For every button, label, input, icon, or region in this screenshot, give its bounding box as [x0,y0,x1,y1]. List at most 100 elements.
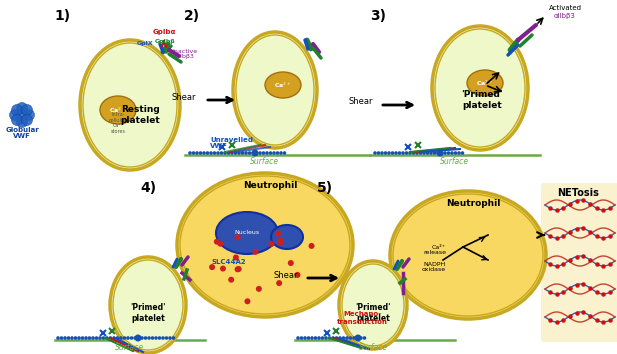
Text: NADPH
oxidase: NADPH oxidase [422,262,446,272]
Text: Ca$^{2+}$: Ca$^{2+}$ [476,78,494,88]
Circle shape [230,151,234,155]
Text: 'Primed'
platelet: 'Primed' platelet [355,303,391,323]
Circle shape [234,234,241,240]
Circle shape [252,249,259,255]
Text: Surface: Surface [360,343,389,352]
Circle shape [247,151,251,155]
Circle shape [387,151,391,155]
Text: 5): 5) [317,181,333,195]
Circle shape [91,336,95,340]
Text: Unravelled
VWF: Unravelled VWF [210,137,253,149]
Circle shape [317,336,321,340]
Circle shape [67,336,70,340]
Circle shape [384,151,387,155]
Circle shape [415,151,419,155]
Text: NETosis: NETosis [557,188,599,198]
Circle shape [137,336,140,340]
Text: Ca²⁺
release: Ca²⁺ release [423,245,446,255]
Circle shape [276,280,282,286]
Circle shape [17,116,28,127]
Circle shape [213,151,217,155]
Circle shape [17,103,28,114]
Circle shape [426,151,429,155]
Circle shape [158,336,161,340]
Circle shape [102,336,106,340]
Circle shape [237,151,241,155]
Circle shape [9,109,20,120]
Text: Surface: Surface [441,158,470,166]
Ellipse shape [271,225,303,249]
Circle shape [288,260,294,266]
Circle shape [77,336,81,340]
Text: Mechano-
transduction: Mechano- transduction [336,312,387,325]
Text: 2): 2) [184,9,200,23]
Circle shape [359,336,363,340]
Circle shape [265,151,269,155]
Circle shape [168,336,172,340]
Text: SLC44A2: SLC44A2 [212,259,247,265]
Text: 'Primed'
platelet: 'Primed' platelet [130,303,166,323]
Circle shape [234,151,238,155]
Text: Activated: Activated [549,5,581,11]
Circle shape [217,241,223,247]
Circle shape [133,336,137,340]
Circle shape [73,336,77,340]
Text: Nucleus: Nucleus [234,230,260,235]
Circle shape [408,151,412,155]
Circle shape [334,336,338,340]
FancyBboxPatch shape [541,183,617,342]
Ellipse shape [110,257,186,353]
Circle shape [220,151,223,155]
Circle shape [192,151,196,155]
Ellipse shape [80,40,180,170]
Ellipse shape [432,26,528,150]
Circle shape [94,336,98,340]
Circle shape [144,336,147,340]
Ellipse shape [339,261,407,349]
Circle shape [119,336,123,340]
Circle shape [436,149,444,156]
Circle shape [188,151,192,155]
Text: 'Primed'
platelet: 'Primed' platelet [461,90,503,110]
Circle shape [106,336,109,340]
Circle shape [154,336,158,340]
Circle shape [283,151,286,155]
Circle shape [373,151,377,155]
Text: 4): 4) [140,181,156,195]
Circle shape [199,151,202,155]
Circle shape [17,109,28,120]
Circle shape [255,151,259,155]
Circle shape [126,336,130,340]
Circle shape [233,255,239,261]
Circle shape [277,240,283,246]
Circle shape [310,336,314,340]
Circle shape [241,151,244,155]
Text: Neutrophil: Neutrophil [243,181,297,189]
Text: GpIbα: GpIbα [152,29,176,35]
Circle shape [216,151,220,155]
Circle shape [275,230,281,236]
Text: Resting
platelet: Resting platelet [120,105,160,125]
Circle shape [352,336,356,340]
Circle shape [457,151,461,155]
Circle shape [272,151,276,155]
Circle shape [303,336,307,340]
Circle shape [130,336,133,340]
Circle shape [398,151,401,155]
Circle shape [328,336,331,340]
Circle shape [63,336,67,340]
Circle shape [401,151,405,155]
Circle shape [447,151,450,155]
Circle shape [228,277,234,283]
Circle shape [278,238,284,244]
Circle shape [12,114,22,126]
Circle shape [172,336,175,340]
Text: GpIX: GpIX [136,41,154,46]
Circle shape [205,151,209,155]
Circle shape [135,335,141,342]
Circle shape [429,151,433,155]
Circle shape [195,151,199,155]
Circle shape [355,336,359,340]
Circle shape [355,335,362,342]
Ellipse shape [233,32,317,148]
